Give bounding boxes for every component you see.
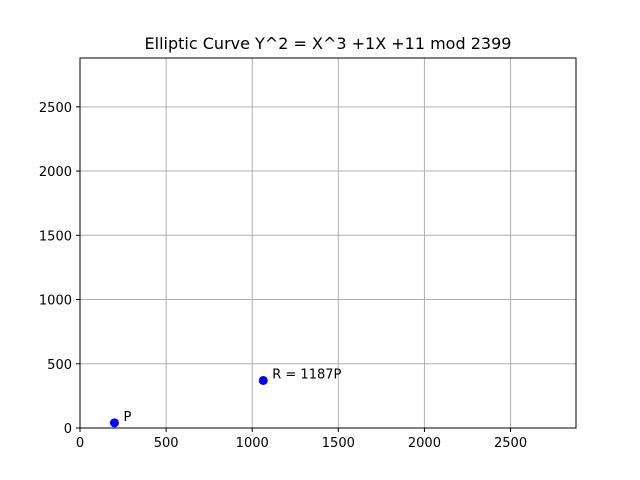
chart-title: Elliptic Curve Y^2 = X^3 +1X +11 mod 239… <box>145 34 512 53</box>
y-tick-label: 1000 <box>39 294 72 309</box>
y-tick-label: 1500 <box>39 229 72 244</box>
axis-ticks: 0 500 1000 1500 2000 2500 0 500 1000 1500 2000 2500 <box>39 101 527 451</box>
data-points: P R = 1187P <box>109 367 342 428</box>
data-point <box>109 418 119 428</box>
x-tick-label: 2500 <box>494 436 527 451</box>
x-tick-label: 500 <box>154 436 179 451</box>
y-tick-label: 2000 <box>39 165 72 180</box>
x-tick-label: 0 <box>76 436 84 451</box>
x-tick-label: 1000 <box>236 436 269 451</box>
y-tick-label: 500 <box>47 358 72 373</box>
plot-frame <box>79 57 577 429</box>
x-tick-label: 1500 <box>322 436 355 451</box>
point-label: P <box>123 410 131 425</box>
y-tick-label: 0 <box>64 422 72 437</box>
point-label: R = 1187P <box>272 367 341 382</box>
data-point <box>258 375 268 385</box>
x-tick-label: 2000 <box>408 436 441 451</box>
y-tick-label: 2500 <box>39 101 72 116</box>
